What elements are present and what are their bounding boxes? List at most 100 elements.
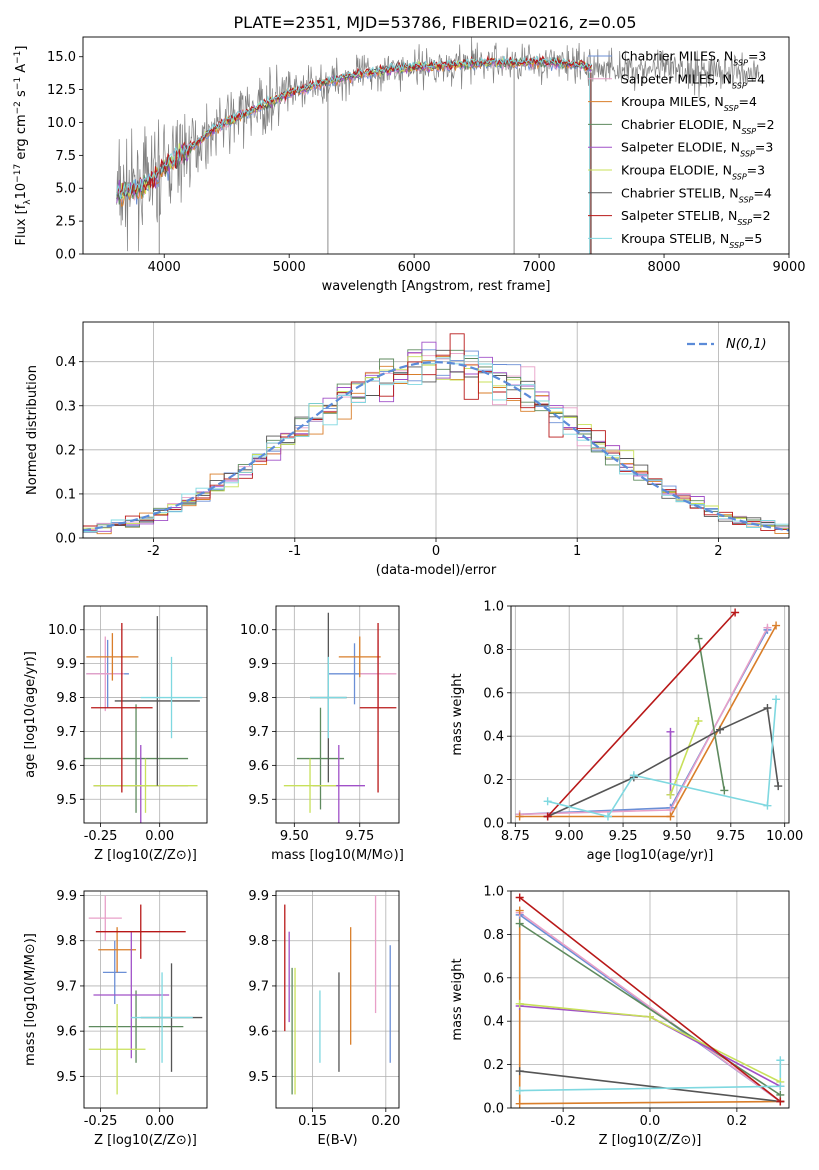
mass-weight-marker xyxy=(646,1012,654,1021)
tick-label-y: 7.5 xyxy=(55,149,76,164)
legend-label: Kroupa ELODIE, NSSP=3 xyxy=(621,163,765,182)
axes-frame xyxy=(82,321,790,539)
x-axis-label: E(B-V) xyxy=(317,1133,357,1148)
mass-weight-marker xyxy=(603,812,612,821)
mass-weight-line xyxy=(669,720,700,796)
tick-label-y: 9.8 xyxy=(56,934,77,949)
legend-label: Salpeter ELODIE, NSSP=3 xyxy=(621,140,773,159)
tick-label-y: 9.7 xyxy=(56,979,77,994)
massweight-vs-age-panel: 8.75 9.00 9.25 9.50 9.75 10.00 0.0 0.2 0.4 0.6 0.8… xyxy=(450,600,803,864)
tick-label-x: 5000 xyxy=(273,260,306,275)
legend-label: Salpeter STELIB, NSSP=2 xyxy=(621,208,771,227)
mass-vs-metallicity-panel: -0.25 0.00 9.5 9.6 9.7 9.8 9.9 Z [log10(Z/Z⊙)] m… xyxy=(23,889,208,1148)
x-axis-label: mass [log10(M/M⊙)] xyxy=(271,848,404,863)
tick-label-x: -0.2 xyxy=(550,1114,575,1129)
tick-label-y: 9.9 xyxy=(56,657,77,672)
x-axis-label: age [log10(age/yr)] xyxy=(587,848,714,863)
gaussian-reference-curve xyxy=(83,360,789,532)
massweight-vs-metallicity-panel: -0.2 0.0 0.2 0.0 0.2 0.4 0.6 0.8 1.0 Z [log10(Z/Z… xyxy=(450,885,790,1148)
plot-area xyxy=(519,611,779,818)
tick-label-x: 9.75 xyxy=(716,829,745,844)
legend-label: Chabrier ELODIE, NSSP=2 xyxy=(621,117,775,136)
tick-label-x: 0 xyxy=(432,544,440,559)
tick-label-y: 9.8 xyxy=(248,691,269,706)
tick-label-y: 9.9 xyxy=(248,657,269,672)
tick-label-y: 0.0 xyxy=(483,1102,504,1117)
mass-weight-marker xyxy=(515,812,524,821)
y-axis-label: age [log10(age/yr)] xyxy=(23,651,38,778)
y-axis-label: mass [log10(M/M⊙)] xyxy=(23,933,38,1066)
plot-area xyxy=(84,616,203,823)
legend-label: N(0,1) xyxy=(726,337,767,352)
model-spectrum-line xyxy=(116,55,593,205)
tick-label-y: 9.8 xyxy=(56,691,77,706)
figure-title: PLATE=2351, MJD=53786, FIBERID=0216, z=0… xyxy=(233,13,636,32)
tick-label-y: 0.4 xyxy=(483,1015,504,1030)
mass-weight-marker xyxy=(543,797,552,806)
mass-weight-marker xyxy=(763,801,772,810)
axes-frame xyxy=(275,605,400,824)
tick-label-y: 9.6 xyxy=(248,1025,269,1040)
tick-label-y: 0.4 xyxy=(55,355,76,370)
mass-weight-marker xyxy=(694,634,703,643)
tick-label-y: 10.0 xyxy=(47,116,76,131)
tick-label-y: 0.0 xyxy=(483,817,504,832)
tick-label-x: 0.0 xyxy=(640,1114,661,1129)
axes-frame xyxy=(83,890,208,1109)
mass-weight-line xyxy=(547,611,736,818)
axes-frame xyxy=(82,36,790,255)
legend-label: Kroupa MILES, NSSP=4 xyxy=(621,94,757,113)
model-spectrum-line xyxy=(116,57,593,208)
mass-weight-marker xyxy=(774,782,783,791)
tick-label-y: 15.0 xyxy=(47,50,76,65)
residual-histogram-panel: -2 -1 0 1 2 0.0 0.1 0.2 0.3 0.4 (data-model)/error… xyxy=(25,321,790,578)
y-axis-label: Normed distribution xyxy=(25,365,40,495)
tick-label-x: -0.25 xyxy=(84,1114,118,1129)
tick-label-y: 9.6 xyxy=(56,1025,77,1040)
tick-label-y: 9.7 xyxy=(248,979,269,994)
model-spectrum-line xyxy=(116,58,593,204)
model-spectrum-line xyxy=(116,58,592,203)
tick-label-x: 9.50 xyxy=(280,829,309,844)
tick-label-y: 0.2 xyxy=(55,443,76,458)
tick-label-x: 0.00 xyxy=(145,829,174,844)
x-axis-label: Z [log10(Z/Z⊙)] xyxy=(94,848,197,863)
tick-label-y: 1.0 xyxy=(483,600,504,615)
tick-label-x: 9000 xyxy=(772,260,805,275)
mass-vs-ebv-panel: 0.15 0.20 9.5 9.6 9.7 9.8 9.9 E(B-V) xyxy=(248,889,400,1148)
tick-label-y: 0.2 xyxy=(483,773,504,788)
tick-label-x: 9.25 xyxy=(609,829,638,844)
tick-label-y: 9.7 xyxy=(248,725,269,740)
mass-weight-marker xyxy=(515,1099,524,1108)
spectrum-panel: 4000 5000 6000 7000 8000 9000 0.0 2.5 5.0 7.5 10.0… xyxy=(13,36,806,294)
tick-label-x: 8000 xyxy=(647,260,680,275)
tick-label-y: 9.9 xyxy=(248,889,269,904)
age-vs-mass-panel: 9.50 9.75 9.5 9.6 9.7 9.8 9.9 10.0 mass [log10(M… xyxy=(240,605,404,863)
mass-weight-line xyxy=(519,629,769,816)
tick-label-y: 0.4 xyxy=(483,730,504,745)
mass-weight-marker xyxy=(772,621,781,630)
mass-weight-line xyxy=(697,638,726,791)
mass-weight-marker xyxy=(694,717,703,726)
tick-label-y: 9.5 xyxy=(56,1070,77,1085)
tick-label-y: 10.0 xyxy=(48,623,77,638)
tick-label-y: 9.5 xyxy=(248,793,269,808)
tick-label-x: 9.50 xyxy=(662,829,691,844)
tick-label-x: 0.20 xyxy=(371,1114,400,1129)
legend: Chabrier MILES, NSSP=3 Salpeter MILES, NS… xyxy=(588,49,775,249)
axes-frame xyxy=(510,890,790,1109)
mass-weight-marker xyxy=(515,1086,524,1095)
tick-label-x: 4000 xyxy=(148,260,181,275)
mass-weight-marker xyxy=(515,919,524,928)
tick-label-x: 0.2 xyxy=(727,1114,748,1129)
residual-histogram-step xyxy=(83,333,789,538)
plot-area xyxy=(116,37,760,254)
mass-weight-marker xyxy=(515,1067,524,1076)
x-axis-label: Z [log10(Z/Z⊙)] xyxy=(599,1133,702,1148)
tick-label-x: 8.75 xyxy=(501,829,530,844)
y-axis-label: Flux [fλ10−17 erg cm−2 s−1 A−1] xyxy=(13,46,33,246)
mass-weight-marker xyxy=(629,771,638,780)
tick-label-y: 0.0 xyxy=(55,248,76,263)
tick-label-x: -0.25 xyxy=(84,829,118,844)
tick-label-y: 0.8 xyxy=(483,643,504,658)
